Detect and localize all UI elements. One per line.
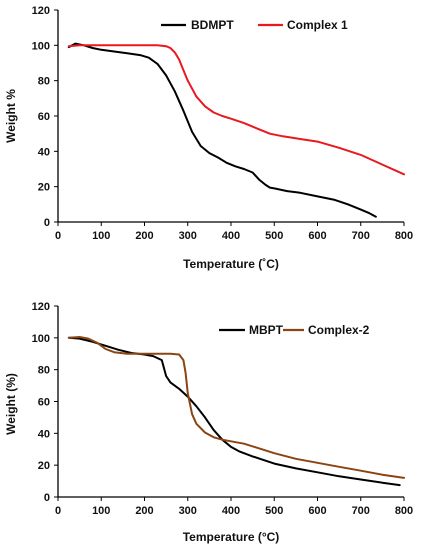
x-tick-label: 700 [352,230,370,242]
chart-1-series [67,42,405,218]
y-tick-label: 0 [44,217,50,229]
chart-1: 0 20 40 60 80 100 120 0 100 200 300 400 500 600 700 80… [4,5,413,271]
x-tick-label: 0 [55,505,61,517]
x-tick-label: 100 [92,505,110,517]
x-tick-label: 600 [308,230,326,242]
y-tick-label: 120 [32,5,50,17]
y-tick-label: 120 [32,301,50,313]
y-tick-label: 100 [32,40,50,52]
x-tick-label: 200 [135,230,153,242]
y-tick-label: 20 [38,460,50,472]
x-tick-label: 0 [55,230,61,242]
x-tick-label: 600 [308,505,326,517]
chart-2-y-ticks: 0 20 40 60 80 100 120 [32,301,58,504]
x-tick-label: 300 [179,505,197,517]
series-line-mbpt [67,336,401,487]
chart-1-y-ticks: 0 20 40 60 80 100 120 [32,5,58,229]
legend-label-mbpt: MBPT [249,323,284,337]
legend-label-complex-2: Complex-2 [308,323,370,337]
y-tick-label: 60 [38,111,50,123]
y-tick-label: 80 [38,365,50,377]
x-tick-label: 400 [222,230,240,242]
y-tick-label: 60 [38,397,50,409]
series-line-complex-2 [67,336,405,479]
chart-1-axes [57,10,404,223]
y-tick-label: 40 [38,146,50,158]
x-tick-label: 800 [395,230,413,242]
chart-1-y-axis-label: Weight % [4,89,18,143]
series-line-complex-1 [67,44,405,176]
chart-2-series [67,336,405,487]
y-tick-label: 0 [44,492,50,504]
chart-1-legend: BDMPT Complex 1 [161,18,348,32]
x-tick-label: 700 [352,505,370,517]
x-tick-label: 100 [92,230,110,242]
x-tick-label: 400 [222,505,240,517]
legend-label-complex-1: Complex 1 [287,18,348,32]
x-tick-label: 500 [265,230,283,242]
chart-2-x-axis-label: Temperature (°C) [183,530,280,544]
chart-2-y-axis-label: Weight (%) [4,373,18,435]
y-tick-label: 40 [38,428,50,440]
y-tick-label: 20 [38,182,50,194]
y-tick-label: 80 [38,76,50,88]
x-tick-label: 500 [265,505,283,517]
chart-2-x-ticks: 0 100 200 300 400 500 600 700 800 [55,497,413,517]
chart-1-x-axis-label: Temperature (˚C) [183,257,279,271]
x-tick-label: 300 [179,230,197,242]
x-tick-label: 200 [135,505,153,517]
legend-label-bdmpt: BDMPT [191,18,234,32]
chart-1-x-ticks: 0 100 200 300 400 500 600 700 800 [55,222,413,242]
chart-2-legend: MBPT Complex-2 [219,323,370,337]
chart-2: 0 20 40 60 80 100 120 0 100 200 300 400 500 600 700 80… [4,301,413,544]
x-tick-label: 800 [395,505,413,517]
y-tick-label: 100 [32,333,50,345]
series-line-bdmpt [67,42,377,218]
